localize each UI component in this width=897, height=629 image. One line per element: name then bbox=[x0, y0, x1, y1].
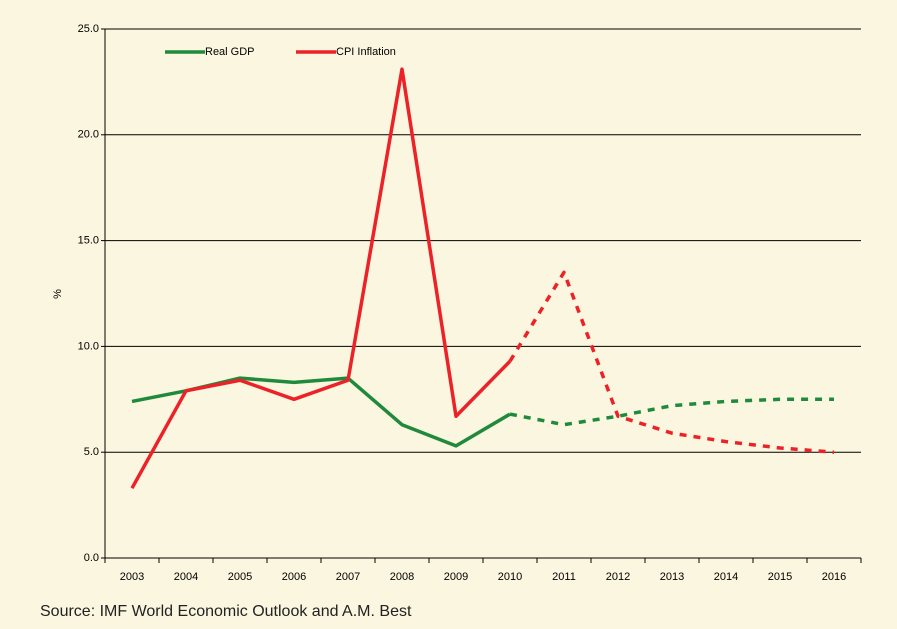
y-axis-label: % bbox=[52, 289, 64, 299]
forecast-line bbox=[508, 270, 835, 454]
x-tick-label: 2009 bbox=[444, 571, 468, 583]
x-tick-label: 2007 bbox=[336, 571, 360, 583]
y-tick-label: 10.0 bbox=[78, 340, 99, 352]
x-tick-label: 2004 bbox=[174, 571, 198, 583]
x-tick-label: 2016 bbox=[822, 571, 846, 583]
forecast-line bbox=[509, 397, 834, 427]
legend-label: CPI Inflation bbox=[336, 46, 396, 58]
x-tick-label: 2005 bbox=[228, 571, 252, 583]
y-tick-label: 15.0 bbox=[78, 235, 99, 247]
source-note: Source: IMF World Economic Outlook and A… bbox=[40, 603, 412, 620]
y-tick-label: 20.0 bbox=[78, 129, 99, 141]
x-tick-label: 2014 bbox=[714, 571, 738, 583]
series-line bbox=[130, 67, 512, 490]
y-tick-label: 0.0 bbox=[84, 552, 99, 564]
x-tick-label: 2013 bbox=[660, 571, 684, 583]
x-tick-label: 2008 bbox=[390, 571, 414, 583]
legend-label: Real GDP bbox=[205, 46, 255, 58]
x-tick-label: 2015 bbox=[768, 571, 792, 583]
x-tick-label: 2012 bbox=[606, 571, 630, 583]
x-tick-label: 2011 bbox=[552, 571, 576, 583]
y-tick-label: 25.0 bbox=[78, 23, 99, 35]
x-tick-label: 2006 bbox=[282, 571, 306, 583]
y-tick-label: 5.0 bbox=[84, 446, 99, 458]
x-tick-label: 2010 bbox=[498, 571, 522, 583]
x-tick-label: 2003 bbox=[120, 571, 144, 583]
